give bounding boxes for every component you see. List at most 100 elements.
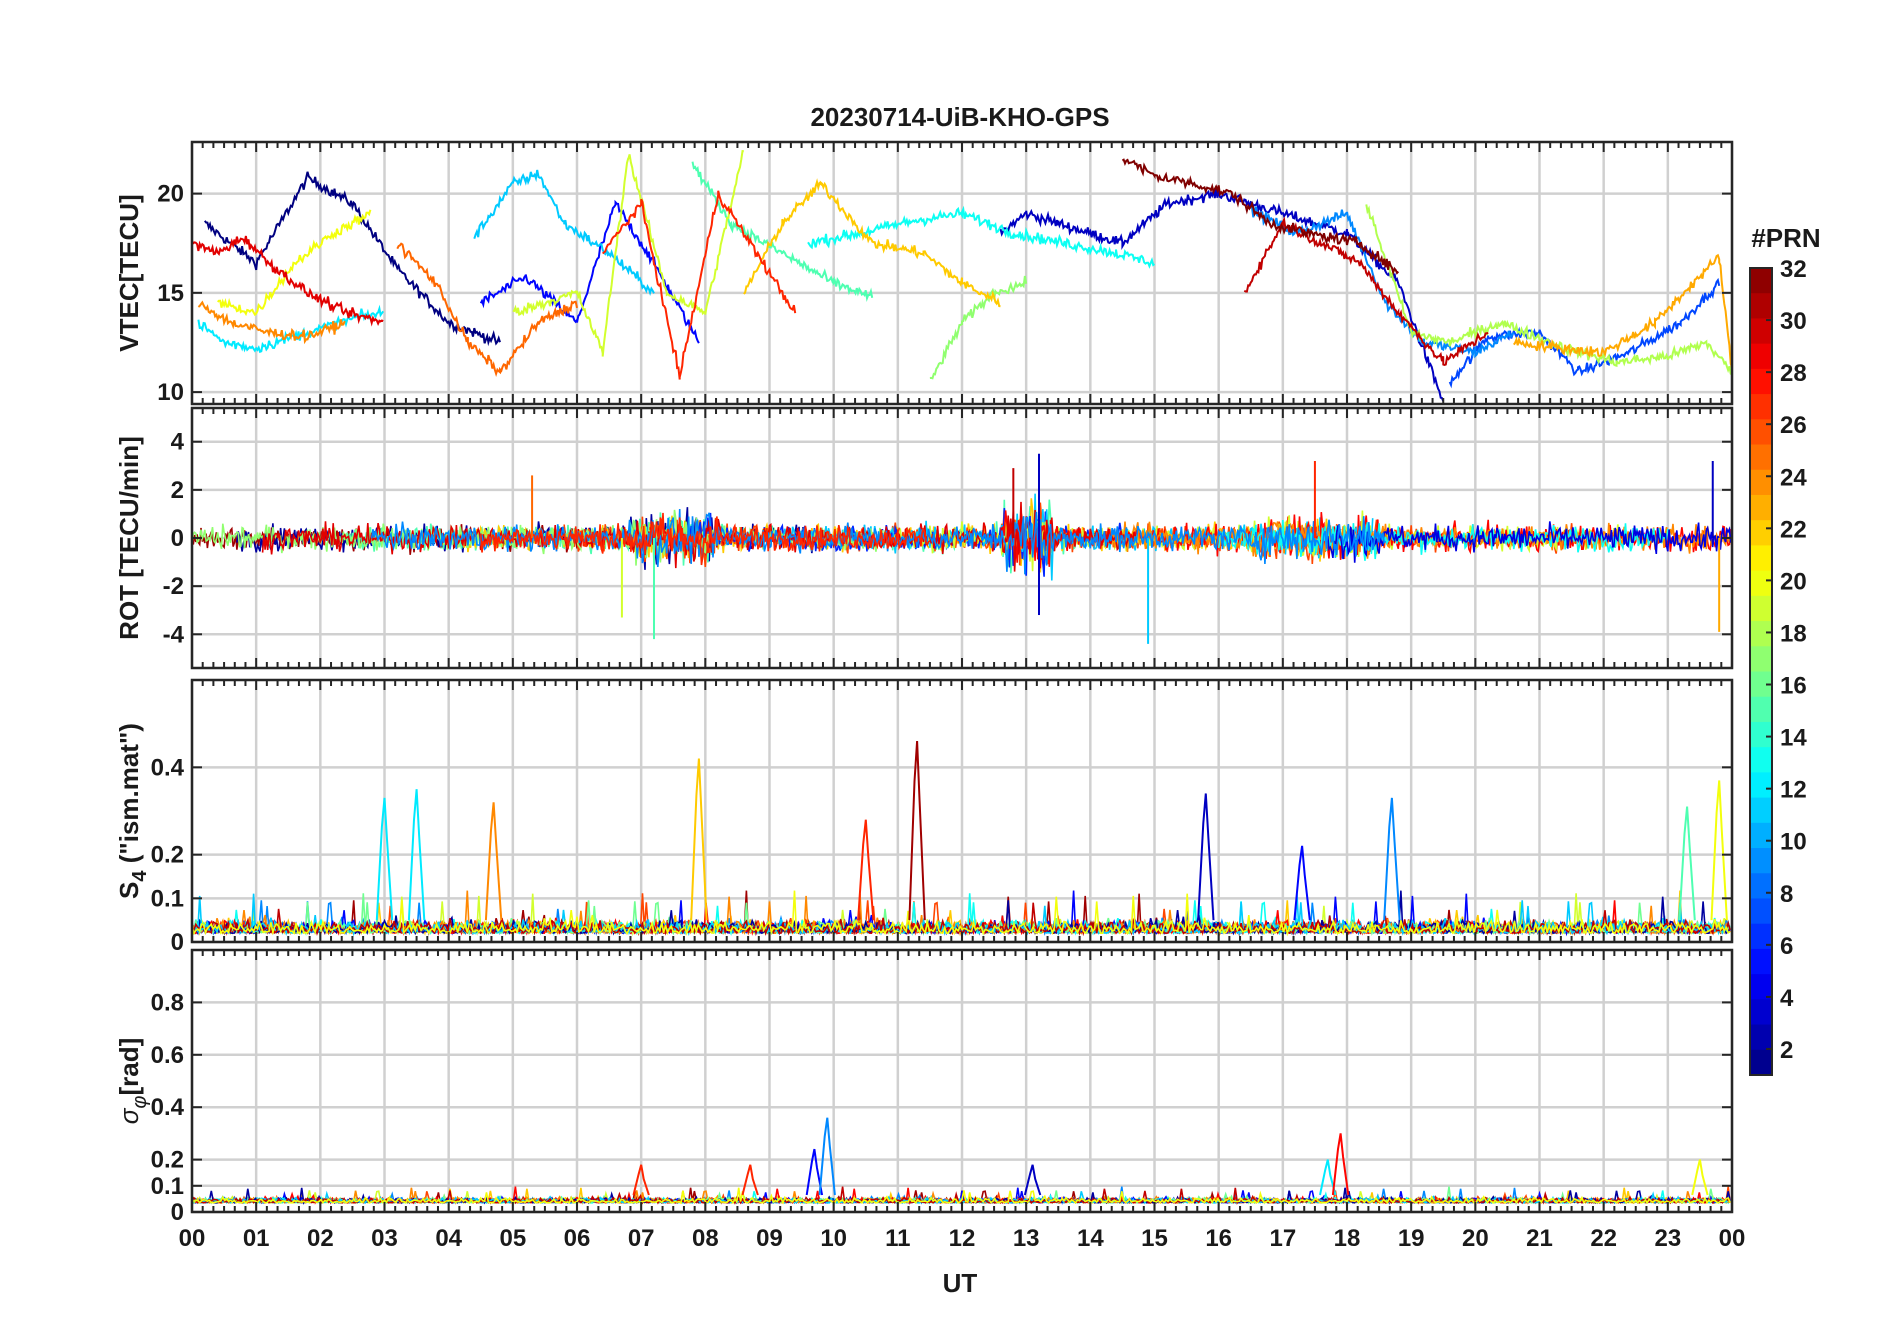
colorbar-segment (1750, 822, 1772, 849)
colorbar-segment (1750, 368, 1772, 395)
colorbar-segment (1750, 923, 1772, 950)
colorbar-segment (1750, 948, 1772, 975)
s4-peak-prn-15 (1678, 806, 1696, 921)
colorbar-tick-label: 32 (1780, 256, 1807, 283)
colorbar-segment (1750, 797, 1772, 824)
x-tick-label: 07 (628, 1225, 655, 1252)
sigma_phi-peak-prn-12 (1319, 1159, 1337, 1196)
y-tick-label: 0.1 (151, 1173, 184, 1200)
colorbar-segment (1750, 343, 1772, 370)
x-tick-label: 14 (1077, 1225, 1104, 1252)
colorbar-segment (1750, 772, 1772, 799)
data-vtec (192, 149, 1732, 402)
colorbar-segment (1750, 873, 1772, 900)
x-tick-label: 00 (179, 1225, 206, 1252)
colorbar-tick-label: 28 (1780, 360, 1807, 387)
colorbar-tick-label: 22 (1780, 516, 1807, 543)
vtec-series-prn-29 (192, 235, 384, 327)
colorbar-segment (1750, 268, 1772, 294)
s4-peak-prn-20 (1710, 780, 1728, 921)
colorbar-segment (1750, 696, 1772, 723)
sigma_phi-peak-prn-27 (632, 1164, 650, 1196)
vtec-series-prn-1 (204, 171, 501, 347)
chart-title: 20230714-UiB-KHO-GPS (810, 102, 1109, 132)
colorbar-segment (1750, 595, 1772, 622)
x-tick-label: 17 (1269, 1225, 1296, 1252)
x-ticks-s4 (191, 680, 1733, 942)
vtec-series-prn-7 (1448, 277, 1721, 389)
sigma_phi-peak-prn-20 (1691, 1159, 1709, 1196)
colorbar-tick-label: 6 (1780, 933, 1793, 960)
y-ticks-sigma_phi: 00.10.2 0.4 0.6 0.8 (151, 989, 1732, 1226)
colorbar-segment (1750, 1049, 1772, 1076)
rot-series-prn-4 (1327, 521, 1732, 563)
vtec-series-prn-17 (929, 275, 1028, 380)
colorbar-tick-label: 10 (1780, 829, 1807, 856)
sigma_phi-series-prn-20 (192, 1187, 1731, 1205)
sigma_phi-peak-prn-5 (805, 1148, 824, 1196)
x-ticks-sigma_phi (191, 950, 1733, 1212)
y-axis-label-sigma_phi: σφ[rad] (114, 1038, 151, 1125)
s4-peak-prn-9 (1383, 797, 1401, 921)
y-tick-label: 10 (157, 379, 184, 406)
y-tick-label: 0.2 (151, 1147, 184, 1174)
colorbar-segment (1750, 520, 1772, 547)
rot-series-prn-24 (1108, 521, 1732, 559)
x-tick-label: 11 (885, 1225, 910, 1252)
sigma_phi-peak-prn-3 (1023, 1164, 1042, 1196)
y-tick-label: 0.4 (151, 754, 185, 781)
x-tick-label: 00 (1719, 1225, 1746, 1252)
colorbar-segment (1750, 1024, 1772, 1051)
vtec-series-prn-22 (743, 178, 1001, 308)
colorbar-tick-label: 26 (1780, 412, 1807, 439)
colorbar-tick-label: 20 (1780, 568, 1807, 595)
vtec-series-prn-13 (807, 205, 1156, 269)
x-tick-label: 04 (435, 1225, 462, 1252)
colorbar-segment (1750, 974, 1772, 1000)
x-tick-label: 22 (1590, 1225, 1617, 1252)
colorbar-tick-label: 30 (1780, 308, 1807, 335)
x-tick-label: 23 (1654, 1225, 1681, 1252)
x-tick-label: 02 (307, 1225, 334, 1252)
grid-s4 (190, 680, 1734, 944)
x-tick-label: 08 (692, 1225, 719, 1252)
y-tick-label: 0 (171, 929, 184, 956)
x-tick-label: 16 (1205, 1225, 1232, 1252)
x-tick-label: 20 (1462, 1225, 1489, 1252)
vtec-series-prn-30 (1243, 216, 1489, 366)
y-tick-label: 20 (157, 181, 184, 208)
y-tick-label: 15 (157, 280, 184, 307)
vtec-series-prn-11 (473, 169, 655, 296)
x-tick-label: 10 (820, 1225, 847, 1252)
y-ticks-rot: -4 -2 0 2 4 (163, 429, 1732, 648)
y-tick-label: 0.8 (151, 989, 184, 1016)
data-rot (192, 453, 1732, 644)
x-tick-label: 12 (949, 1225, 976, 1252)
vtec-series-prn-23 (1513, 253, 1732, 369)
x-ticks-vtec (191, 142, 1733, 404)
s4-peak-prn-5 (1293, 845, 1311, 921)
colorbar-tick-label: 4 (1780, 985, 1794, 1012)
x-tick-label: 05 (499, 1225, 526, 1252)
colorbar-tick-label: 12 (1780, 777, 1807, 804)
s4-peak-prn-12 (407, 789, 426, 921)
sigma_phi-peak-prn-9 (818, 1117, 836, 1196)
sigma_phi-peak-prn-27 (741, 1164, 759, 1196)
s4-peak-prn-27 (857, 819, 875, 921)
panel-s4: 0 0.1 0.2 0.4S4 ("ism.mat") (114, 678, 1734, 956)
colorbar-segment (1750, 848, 1772, 874)
s4-peak-prn-12 (375, 797, 394, 921)
colorbar-tick-label: 24 (1780, 464, 1807, 491)
colorbar-segment (1750, 545, 1772, 572)
colorbar-tick-label: 2 (1780, 1037, 1793, 1064)
vtec-series-prn-20 (216, 209, 372, 317)
vtec-series-prn-27 (601, 190, 797, 380)
y-tick-label: 2 (171, 477, 184, 504)
y-ticks-s4: 0 0.1 0.2 0.4 (151, 754, 1732, 956)
s4-peak-prn-3 (1197, 793, 1215, 921)
colorbar-segment (1750, 570, 1772, 597)
x-tick-label: 06 (564, 1225, 591, 1252)
rot-series-prn-27 (480, 512, 931, 566)
